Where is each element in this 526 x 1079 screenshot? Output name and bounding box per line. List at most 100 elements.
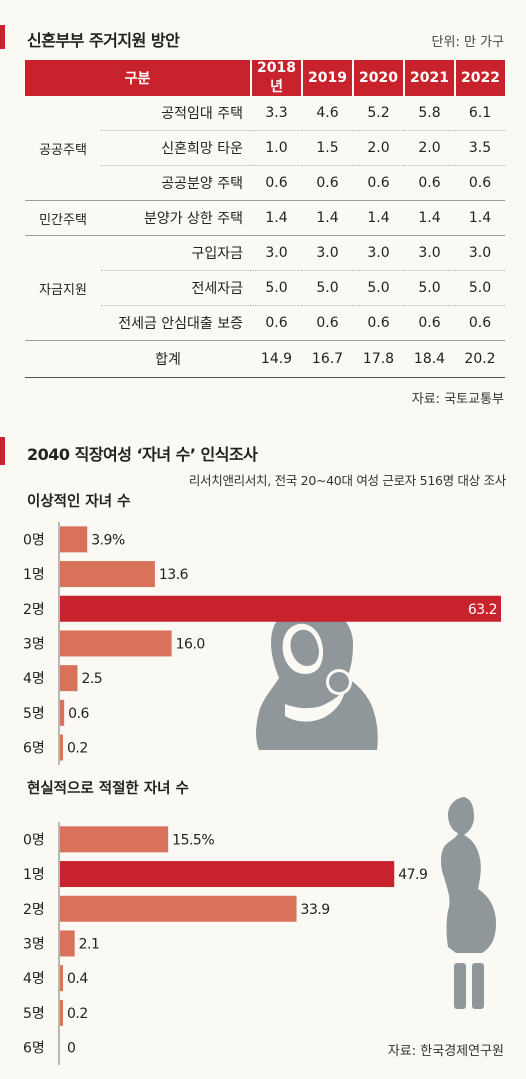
- total-value: 14.9: [251, 340, 303, 378]
- total-label: 합계: [25, 340, 252, 378]
- cell-value: 0.6: [302, 305, 354, 341]
- section2-source: 자료: 한국경제연구원: [387, 1044, 504, 1059]
- chart2-category-label: 5명: [23, 1006, 45, 1022]
- item-label: 전세자금: [101, 270, 252, 306]
- item-label: 공공분양 주택: [101, 165, 252, 201]
- header-year: 2020: [353, 60, 406, 96]
- section1-title: 신혼부부 주거지원 방안: [27, 31, 180, 50]
- item-label: 구입자금: [101, 235, 252, 271]
- cell-value: 3.0: [251, 235, 303, 271]
- header-year: 2022: [455, 60, 506, 96]
- unit-label: 단위: 만 가구: [431, 35, 504, 50]
- cell-value: 0.6: [404, 165, 456, 201]
- chart2-category-label: 2명: [23, 902, 45, 918]
- section1-source: 자료: 국토교통부: [411, 392, 504, 407]
- chart2-category-label: 4명: [23, 971, 45, 987]
- chart2-value-label: 0: [67, 1041, 75, 1057]
- chart2-value-label: 0.4: [67, 971, 88, 987]
- cell-value: 1.0: [251, 130, 303, 166]
- chart1-bar: [60, 665, 78, 692]
- section2-subtitle: 리서치앤리서치, 전국 20~40대 여성 근로자 516명 대상 조사: [188, 473, 506, 488]
- chart1-bar: [60, 561, 155, 588]
- cell-value: 1.4: [455, 200, 506, 236]
- chart1-bar: [60, 734, 63, 761]
- chart2-bar: [60, 826, 169, 853]
- cell-value: 6.1: [468, 105, 492, 121]
- cell-value: 0.6: [251, 165, 303, 201]
- chart1-category-label: 2명: [23, 602, 45, 618]
- chart1-category-label: 1명: [23, 567, 45, 583]
- chart2-bar: [60, 861, 395, 888]
- chart1-value-label: 3.9%: [91, 532, 125, 548]
- chart2-value-label: 33.9: [301, 902, 330, 918]
- chart1-category-label: 5명: [23, 706, 45, 722]
- table-header-row: 구분 2018년 2019 2020 2021 2022: [25, 60, 506, 96]
- table-row: 신혼희망 타운 1.0 1.5 2.0 2.0 3.5: [25, 130, 506, 166]
- chart1-value-label: 63.2: [468, 602, 497, 618]
- total-value: 16.7: [302, 340, 354, 378]
- header-year: 2021: [404, 60, 457, 96]
- mother-baby-silhouette-icon: [256, 604, 378, 750]
- cell-value: 5.0: [251, 270, 303, 306]
- cell-value: 0.6: [251, 305, 303, 341]
- pregnant-woman-silhouette-icon: [441, 797, 496, 1009]
- table-row: 자금지원 구입자금 3.0 3.0 3.0 3.0 3.0: [25, 235, 506, 341]
- table-row: 전세금 안심대출 보증 0.6 0.6 0.6 0.6 0.6: [25, 305, 506, 341]
- chart1-title: 이상적인 자녀 수: [27, 494, 131, 510]
- chart1-bar: [60, 526, 88, 553]
- cell-value: 0.6: [455, 305, 506, 341]
- header-year: 2019: [302, 60, 355, 96]
- header-year: 2018년: [251, 60, 304, 96]
- chart2-category-label: 6명: [23, 1041, 45, 1057]
- table-row: 공공주택 공적임대 주택 3.3 4.6 5.2 5.8 6.1: [25, 96, 505, 158]
- cell-value: 3.0: [302, 235, 354, 271]
- chart2-category-label: 0명: [23, 832, 45, 848]
- chart2-bar: [60, 930, 75, 957]
- chart2-bar: [60, 895, 297, 922]
- chart1-value-label: 0.6: [68, 706, 89, 722]
- total-value: 20.2: [455, 340, 506, 378]
- cell-value: 0.6: [353, 305, 405, 341]
- chart1-category-label: 6명: [23, 741, 45, 757]
- cell-value: 0.6: [455, 165, 506, 201]
- group-label: 공공주택: [39, 142, 87, 158]
- chart2-value-label: 15.5%: [172, 832, 214, 848]
- total-row: 합계 14.9 16.7 17.8 18.4 20.2: [25, 340, 506, 378]
- cell-value: 3.3: [265, 105, 288, 121]
- cell-value: 5.0: [353, 270, 405, 306]
- item-label: 분양가 상한 주택: [101, 200, 252, 236]
- chart2-category-label: 3명: [23, 936, 45, 952]
- table-row: 민간주택 분양가 상한 주택 1.4 1.4 1.4 1.4 1.4: [25, 200, 506, 236]
- item-label: 전세금 안심대출 보증: [101, 305, 252, 341]
- cell-value: 2.0: [353, 130, 405, 166]
- cell-value: 3.5: [455, 130, 506, 166]
- cell-value: 2.0: [404, 130, 456, 166]
- cell-value: 5.2: [367, 105, 390, 121]
- chart1-value-label: 13.6: [159, 567, 189, 583]
- group-label: 민간주택: [25, 200, 101, 236]
- chart1-category-label: 0명: [23, 532, 45, 548]
- chart2-value-label: 47.9: [398, 867, 427, 883]
- cell-value: 1.4: [302, 200, 354, 236]
- cell-value: 5.0: [455, 270, 506, 306]
- cell-value: 5.0: [302, 270, 354, 306]
- chart1-bar: [60, 699, 65, 726]
- chart2-value-label: 2.1: [79, 936, 100, 952]
- chart1-value-label: 2.5: [81, 671, 102, 687]
- chart2-bar: [60, 965, 63, 992]
- section2-title: 2040 직장여성 ‘자녀 수’ 인식조사: [27, 445, 258, 464]
- group-label: 자금지원: [25, 235, 101, 341]
- chart1-category-label: 3명: [23, 636, 45, 652]
- cell-value: 5.0: [404, 270, 456, 306]
- cell-value: 0.6: [404, 305, 456, 341]
- cell-value: 5.8: [418, 105, 441, 121]
- chart2-value-label: 0.2: [67, 1006, 88, 1022]
- chart1-bar: [60, 630, 172, 657]
- cell-value: 1.4: [353, 200, 405, 236]
- chart2-category-label: 1명: [23, 867, 45, 883]
- cell-value: 3.0: [404, 235, 456, 271]
- chart1-value-label: 0.2: [67, 741, 88, 757]
- cell-value: 1.5: [302, 130, 354, 166]
- chart1-category-label: 4명: [23, 671, 45, 687]
- item-label: 신혼희망 타운: [101, 130, 252, 166]
